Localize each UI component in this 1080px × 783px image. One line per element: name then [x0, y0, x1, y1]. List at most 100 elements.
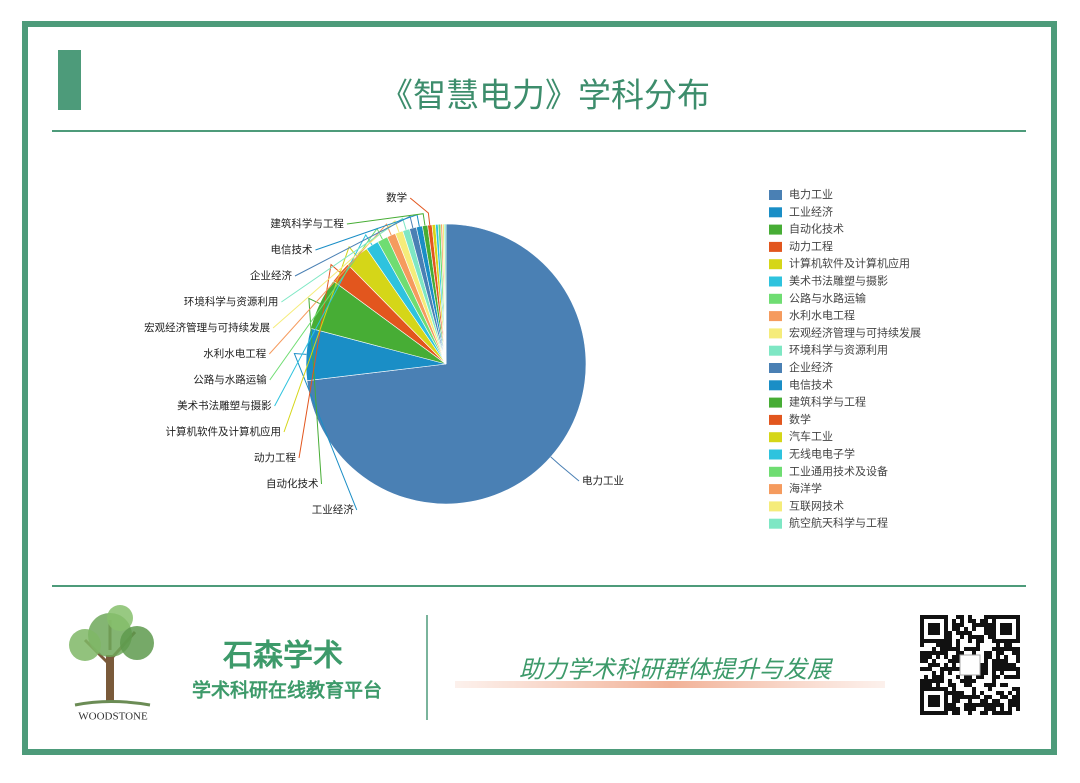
leader-line — [268, 223, 392, 355]
legend-label: 电信技术 — [789, 378, 833, 391]
legend-swatch — [769, 224, 782, 235]
qr-cell — [920, 667, 924, 671]
qr-cell — [948, 703, 952, 707]
slogan: 助力学术科研群体提升与发展 — [519, 657, 834, 684]
qr-cell — [1016, 647, 1020, 651]
qr-cell — [980, 691, 984, 695]
qr-cell — [948, 647, 952, 651]
qr-cell — [968, 683, 972, 687]
qr-cell — [1016, 703, 1020, 707]
qr-cell — [1000, 647, 1004, 651]
qr-cell — [972, 703, 976, 707]
qr-cell — [964, 707, 968, 711]
qr-cell — [944, 667, 948, 671]
logo-text: WOODSTONE — [78, 711, 148, 723]
qr-cell — [960, 623, 964, 627]
qr-cell — [964, 679, 968, 683]
qr-cell — [948, 671, 952, 675]
qr-cell — [948, 643, 952, 647]
legend-swatch — [769, 276, 782, 287]
qr-cell — [960, 691, 964, 695]
qr-cell — [960, 695, 964, 699]
legend-label: 美术书法雕塑与摄影 — [789, 274, 888, 288]
legend-swatch — [769, 484, 782, 495]
legend-swatch — [769, 501, 782, 512]
legend-label: 自动化技术 — [789, 222, 844, 236]
qr-cell — [980, 671, 984, 675]
qr-cell — [1016, 707, 1020, 711]
qr-cell — [956, 651, 960, 655]
qr-cell — [920, 643, 924, 647]
qr-cell — [984, 659, 988, 663]
legend-swatch — [769, 414, 782, 425]
qr-cell — [1000, 703, 1004, 707]
qr-cell — [944, 651, 948, 655]
slice-label: 自动化技术 — [266, 477, 319, 490]
qr-cell — [924, 667, 928, 671]
legend-swatch — [769, 311, 782, 322]
title-bar — [58, 50, 81, 110]
qr-cell — [988, 631, 992, 635]
qr-cell — [928, 655, 932, 659]
qr-cell — [1008, 707, 1012, 711]
qr-cell — [928, 683, 932, 687]
qr-cell — [968, 679, 972, 683]
qr-cell — [944, 643, 948, 647]
qr-cell — [924, 675, 928, 679]
pie-slice — [306, 223, 587, 505]
qr-cell — [976, 639, 980, 643]
qr-cell — [968, 703, 972, 707]
qr-cell — [956, 655, 960, 659]
qr-cell — [948, 659, 952, 663]
qr-cell — [1012, 699, 1016, 703]
qr-cell — [996, 663, 1000, 667]
qr-cell — [1000, 711, 1004, 715]
qr-cell — [932, 651, 936, 655]
legend-label: 互联网技术 — [789, 499, 844, 512]
qr-cell — [976, 635, 980, 639]
qr-cell — [972, 619, 976, 623]
qr-cell — [920, 655, 924, 659]
qr-finder — [928, 695, 940, 707]
qr-cell — [952, 655, 956, 659]
qr-cell — [1016, 695, 1020, 699]
qr-cell — [992, 707, 996, 711]
qr-cell — [1016, 671, 1020, 675]
qr-cell — [1008, 675, 1012, 679]
qr-cell — [1012, 647, 1016, 651]
leader-line — [272, 219, 400, 329]
qr-cell — [920, 651, 924, 655]
qr-cell — [928, 667, 932, 671]
qr-cell — [1016, 691, 1020, 695]
qr-cell — [972, 707, 976, 711]
qr-cell — [1000, 663, 1004, 667]
qr-cell — [952, 663, 956, 667]
qr-cell — [1008, 667, 1012, 671]
qr-cell — [944, 655, 948, 659]
qr-cell — [936, 663, 940, 667]
qr-cell — [1004, 667, 1008, 671]
slice-label: 企业经济 — [250, 269, 292, 282]
qr-cell — [940, 651, 944, 655]
qr-cell — [956, 647, 960, 651]
qr-cell — [964, 631, 968, 635]
qr-cell — [1004, 683, 1008, 687]
frame — [22, 21, 1057, 755]
qr-cell — [984, 695, 988, 699]
qr-cell — [996, 643, 1000, 647]
qr-cell — [980, 675, 984, 679]
legend-swatch — [769, 190, 782, 200]
slice-label: 建筑科学与工程 — [270, 217, 344, 230]
qr-cell — [976, 643, 980, 647]
qr-cell — [984, 631, 988, 635]
legend-label: 电力工业 — [789, 188, 833, 201]
qr-cell — [984, 667, 988, 671]
qr-cell — [940, 675, 944, 679]
legend-label: 环境科学与资源利用 — [789, 343, 888, 357]
qr-cell — [996, 711, 1000, 715]
qr-cell — [1016, 667, 1020, 671]
qr-cell — [992, 683, 996, 687]
qr-cell — [996, 659, 1000, 663]
page-title: 《智慧电力》学科分布 — [380, 76, 710, 115]
